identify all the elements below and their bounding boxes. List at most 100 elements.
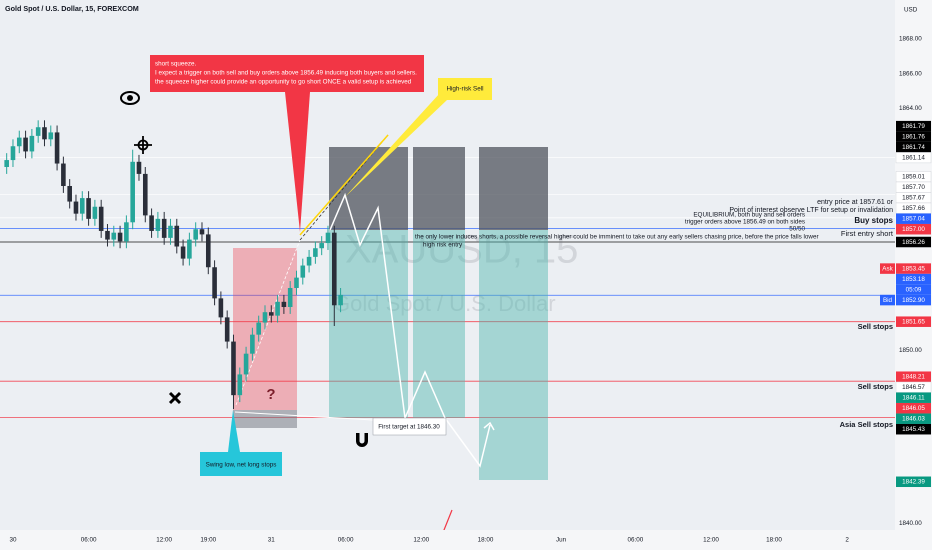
price-tag bbox=[896, 392, 931, 403]
callout-pointer bbox=[285, 92, 310, 232]
price-tag bbox=[896, 236, 931, 248]
price-tag-label: 1845.43 bbox=[902, 426, 925, 433]
price-tag bbox=[896, 402, 931, 414]
candle-body bbox=[105, 230, 110, 240]
candle-body bbox=[130, 161, 135, 223]
candle-body bbox=[92, 206, 98, 219]
candle-body bbox=[231, 341, 236, 396]
candle-body bbox=[300, 265, 306, 278]
note: 50/50 bbox=[789, 226, 805, 233]
candle-body bbox=[29, 135, 35, 152]
price-tag-label: 1853.18 bbox=[902, 276, 925, 283]
candle-body bbox=[111, 232, 117, 240]
price-tag-label: 1857.00 bbox=[902, 226, 925, 233]
price-tag bbox=[896, 273, 931, 285]
price-tag-label: 1857.67 bbox=[902, 195, 925, 202]
candle-body bbox=[124, 222, 129, 242]
target-box bbox=[413, 230, 465, 418]
price-tag bbox=[896, 423, 931, 435]
note: Sell stops bbox=[858, 382, 893, 391]
y-tick-label: 1840.00 bbox=[899, 520, 922, 527]
price-tag-label: 1846.05 bbox=[902, 405, 925, 412]
callout-text: Swing low, net long stops bbox=[206, 462, 277, 469]
price-tag-side-label: Bid bbox=[883, 297, 893, 304]
callout-pointer bbox=[228, 410, 240, 452]
candle-body bbox=[325, 232, 331, 244]
price-tag-label: 1861.76 bbox=[902, 134, 925, 141]
price-tag-label: 1846.57 bbox=[902, 384, 925, 391]
callout-box bbox=[438, 78, 492, 100]
price-tag bbox=[896, 316, 931, 327]
candle-body bbox=[16, 137, 22, 147]
y-tick-label: 1868.00 bbox=[899, 36, 922, 43]
price-tag bbox=[895, 152, 932, 164]
price-tag-side bbox=[880, 263, 895, 274]
dashed-trend bbox=[299, 134, 389, 241]
connector bbox=[234, 411, 374, 421]
x-tick-label: 06:00 bbox=[628, 537, 644, 544]
candle-body bbox=[23, 137, 28, 152]
eye-icon bbox=[120, 91, 140, 105]
callout-box bbox=[150, 55, 424, 92]
callout-text: short squeeze. bbox=[155, 61, 197, 68]
x-tick-label: 18:00 bbox=[478, 537, 494, 544]
candle-body bbox=[319, 243, 324, 249]
note: EQUILIBRIUM, both buy and sell orders bbox=[693, 212, 805, 219]
price-tag-label: 1846.11 bbox=[902, 395, 925, 402]
projection-arrow bbox=[483, 421, 495, 431]
price-tag bbox=[896, 263, 931, 274]
candle-body bbox=[331, 232, 337, 306]
x-tick-label: 19:00 bbox=[200, 537, 216, 544]
note: high risk entry bbox=[423, 242, 463, 249]
x-tick-label: 12:00 bbox=[156, 537, 172, 544]
question-mark: ? bbox=[266, 386, 275, 403]
x-tick-label: 31 bbox=[268, 537, 276, 544]
currency: USD bbox=[904, 7, 918, 14]
candle-body bbox=[4, 160, 9, 167]
x-tick-label: Jun bbox=[556, 537, 567, 544]
watermark: Gold Spot / U.S. Dollar bbox=[333, 291, 556, 316]
x-tick-label: 12:00 bbox=[703, 537, 719, 544]
price-tag-label: 1852.90 bbox=[902, 297, 925, 304]
candle-body bbox=[338, 294, 343, 306]
candle-body bbox=[281, 301, 287, 308]
note: Asia Sell stops bbox=[840, 420, 893, 429]
note: the only lower induces shorts, a possibl… bbox=[415, 234, 819, 241]
price-tag-label: 1857.70 bbox=[902, 184, 925, 191]
y-tick-label: 1866.00 bbox=[899, 70, 922, 77]
price-tag-label: 1861.74 bbox=[902, 144, 925, 151]
callout-text: High-risk Sell bbox=[446, 86, 483, 93]
price-tag-label: 1857.66 bbox=[902, 205, 925, 212]
price-tag-side-label: Ask bbox=[882, 266, 893, 273]
price-tag-label: 1848.21 bbox=[902, 374, 925, 381]
stop-box bbox=[413, 147, 465, 230]
callout-box bbox=[372, 417, 447, 436]
x-tick-label: 12:00 bbox=[413, 537, 429, 544]
price-tag-label: 1861.14 bbox=[902, 155, 925, 162]
note: entry price at 1857.61 or bbox=[817, 199, 894, 206]
note: Buy stops bbox=[854, 216, 893, 225]
candle-body bbox=[193, 229, 198, 240]
candle-body bbox=[174, 225, 180, 247]
price-tag-label: 1851.65 bbox=[902, 319, 925, 326]
candle-body bbox=[149, 215, 154, 231]
price-tag bbox=[896, 371, 931, 382]
callout-pointer bbox=[345, 93, 447, 197]
price-tag bbox=[896, 131, 931, 142]
magnet-icon bbox=[356, 433, 368, 447]
candle-body bbox=[54, 132, 60, 164]
note: trigger orders above 1856.49 on both sid… bbox=[685, 219, 805, 226]
candle-body bbox=[275, 301, 280, 316]
candle-body bbox=[199, 229, 205, 235]
candle-body bbox=[256, 322, 261, 335]
candle-body bbox=[48, 132, 54, 140]
candle-body bbox=[86, 198, 91, 219]
candle-body bbox=[42, 127, 47, 140]
callout-text: First target at 1846.30 bbox=[378, 424, 440, 431]
candle-body bbox=[98, 206, 104, 231]
candles bbox=[4, 120, 343, 409]
price-tags: 1861.79 1861.76 1861.74 1861.14 1859.01 1857.… bbox=[880, 120, 932, 488]
candle-body bbox=[10, 146, 16, 161]
price-tag bbox=[896, 120, 931, 132]
